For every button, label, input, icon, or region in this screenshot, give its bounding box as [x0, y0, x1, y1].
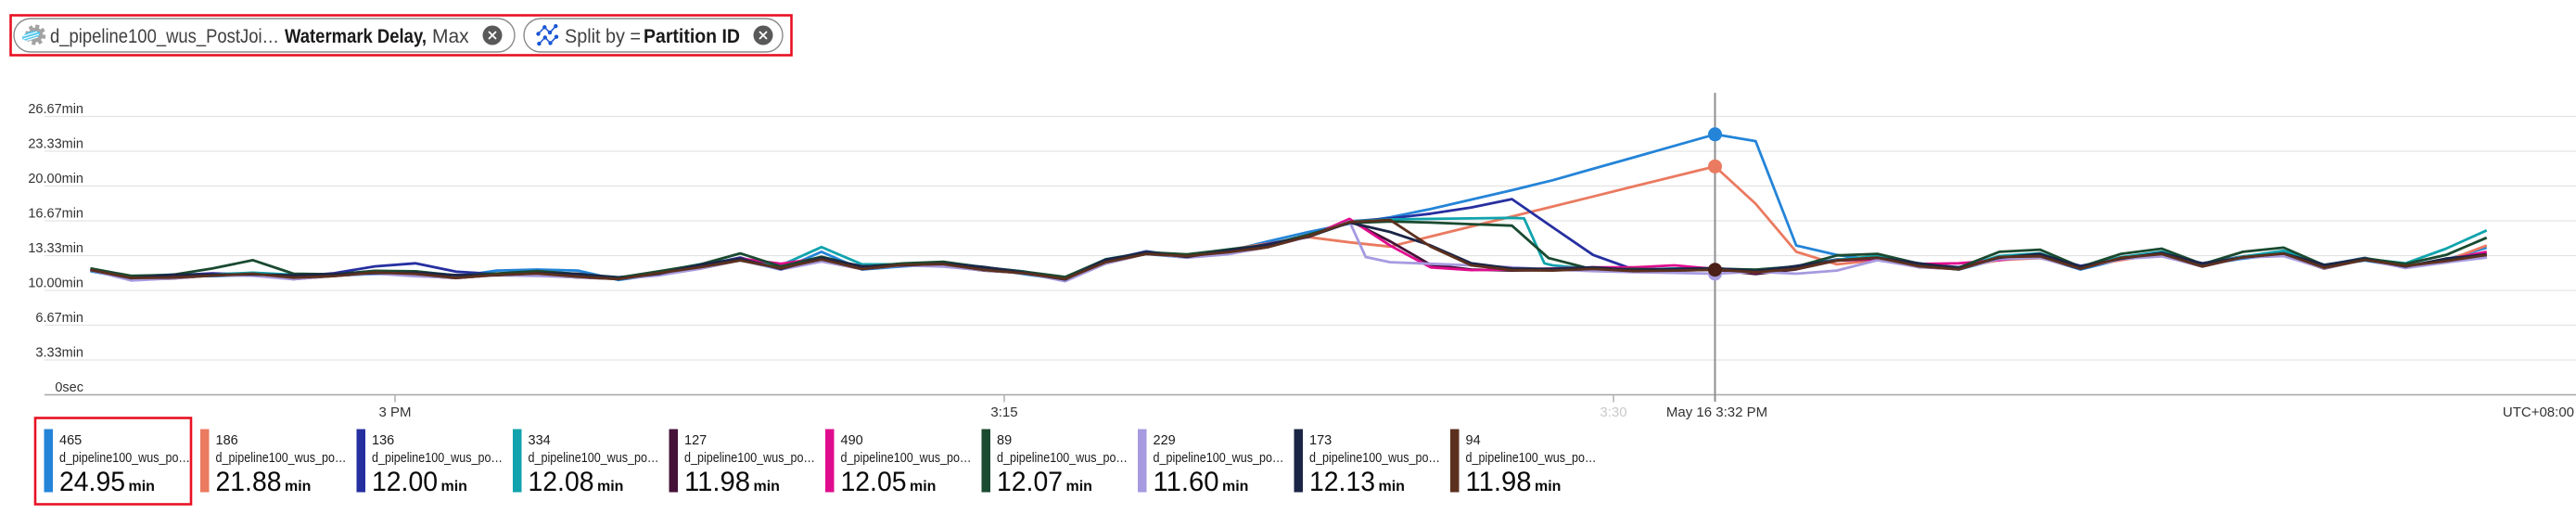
svg-text:d_pipeline100_wus_po…: d_pipeline100_wus_po…: [684, 451, 815, 466]
svg-text:94: 94: [1466, 433, 1481, 448]
svg-text:11.60: 11.60: [1154, 467, 1219, 497]
svg-text:173: 173: [1309, 433, 1332, 448]
svg-text:186: 186: [216, 433, 238, 448]
svg-text:min: min: [1535, 479, 1561, 495]
svg-text:min: min: [754, 479, 780, 495]
svg-text:24.95: 24.95: [59, 467, 125, 497]
svg-text:23.33min: 23.33min: [28, 137, 83, 152]
svg-text:d_pipeline100_wus_po…: d_pipeline100_wus_po…: [529, 451, 659, 466]
svg-text:Split by =: Split by =: [565, 26, 641, 47]
svg-text:11.98: 11.98: [684, 467, 750, 497]
svg-text:3:30: 3:30: [1600, 405, 1626, 420]
svg-text:12.08: 12.08: [529, 467, 594, 497]
svg-text:26.67min: 26.67min: [28, 102, 83, 117]
svg-text:d_pipeline100_wus_PostJoi…: d_pipeline100_wus_PostJoi…: [50, 26, 279, 47]
svg-text:Watermark Delay,: Watermark Delay,: [285, 26, 427, 47]
svg-text:d_pipeline100_wus_po…: d_pipeline100_wus_po…: [841, 451, 972, 466]
svg-text:d_pipeline100_wus_po…: d_pipeline100_wus_po…: [372, 451, 503, 466]
svg-text:min: min: [1379, 479, 1405, 495]
svg-text:UTC+08:00: UTC+08:00: [2503, 405, 2574, 420]
svg-text:min: min: [441, 479, 467, 495]
svg-text:490: 490: [841, 433, 863, 448]
svg-text:Partition ID: Partition ID: [644, 26, 740, 47]
svg-text:3:15: 3:15: [990, 405, 1017, 420]
svg-text:min: min: [597, 479, 623, 495]
svg-text:May 16 3:32 PM: May 16 3:32 PM: [1666, 405, 1767, 420]
svg-text:d_pipeline100_wus_po…: d_pipeline100_wus_po…: [997, 451, 1128, 466]
svg-text:12.07: 12.07: [997, 467, 1063, 497]
svg-text:min: min: [129, 479, 155, 495]
svg-text:16.67min: 16.67min: [28, 207, 83, 222]
svg-text:d_pipeline100_wus_po…: d_pipeline100_wus_po…: [1466, 451, 1597, 466]
svg-text:min: min: [910, 479, 936, 495]
svg-text:89: 89: [997, 433, 1012, 448]
svg-text:11.98: 11.98: [1466, 467, 1532, 497]
svg-text:10.00min: 10.00min: [28, 276, 83, 291]
svg-text:229: 229: [1154, 433, 1176, 448]
svg-text:d_pipeline100_wus_po…: d_pipeline100_wus_po…: [216, 451, 347, 466]
svg-text:12.05: 12.05: [841, 467, 907, 497]
svg-text:21.88: 21.88: [216, 467, 282, 497]
svg-text:334: 334: [529, 433, 551, 448]
svg-text:0sec: 0sec: [55, 380, 83, 395]
svg-text:d_pipeline100_wus_po…: d_pipeline100_wus_po…: [1309, 451, 1440, 466]
svg-text:127: 127: [684, 433, 707, 448]
svg-text:min: min: [1066, 479, 1092, 495]
svg-text:6.67min: 6.67min: [35, 311, 83, 326]
svg-text:min: min: [1222, 479, 1248, 495]
svg-text:min: min: [285, 479, 311, 495]
svg-text:465: 465: [59, 433, 82, 448]
svg-text:20.00min: 20.00min: [28, 172, 83, 186]
svg-text:3.33min: 3.33min: [35, 346, 83, 361]
svg-text:12.13: 12.13: [1309, 467, 1375, 497]
svg-text:d_pipeline100_wus_po…: d_pipeline100_wus_po…: [59, 451, 190, 466]
svg-text:136: 136: [372, 433, 394, 448]
svg-text:12.00: 12.00: [372, 467, 438, 497]
svg-text:Max: Max: [432, 26, 469, 47]
svg-text:d_pipeline100_wus_po…: d_pipeline100_wus_po…: [1154, 451, 1284, 466]
svg-text:13.33min: 13.33min: [28, 241, 83, 256]
svg-text:3 PM: 3 PM: [378, 405, 411, 420]
